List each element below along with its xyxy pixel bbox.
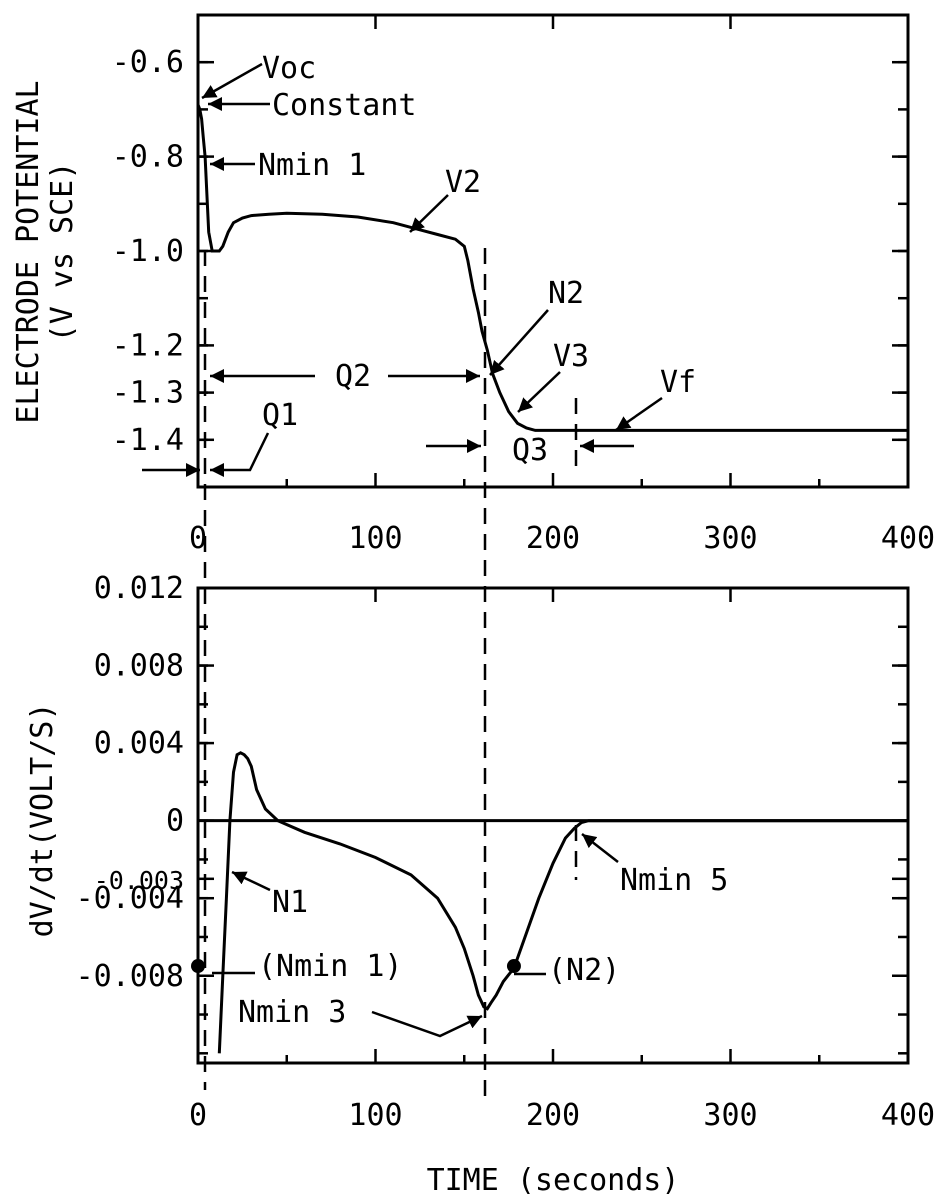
arrow-v3 xyxy=(517,371,561,413)
arrow-n1 xyxy=(231,870,271,892)
bottom-derivative-curve xyxy=(217,751,908,1054)
annotation-n1: N1 xyxy=(272,885,308,920)
bottom-y-axis-label: dV/dt(VOLT/S) xyxy=(25,703,60,938)
bottom-y-tick-labels: 0.012 0.008 0.004 0 -0.003-0.004 -0.008 xyxy=(76,571,184,994)
x-tick-label: 400 xyxy=(881,1098,935,1133)
y-tick-label: -0.004 xyxy=(76,881,184,916)
top-y-axis-label-line2: (V vs SCE) xyxy=(45,162,80,343)
x-tick-label: 100 xyxy=(348,1098,402,1133)
annotation-nmin3: Nmin 3 xyxy=(238,995,346,1030)
y-tick-label: 0.012 xyxy=(94,571,184,606)
annotation-n2: N2 xyxy=(548,276,584,311)
y-tick-label: -0.8 xyxy=(112,140,184,175)
arrow-n2 xyxy=(489,309,549,376)
x-tick-label: 0 xyxy=(189,1098,207,1133)
bottom-x-axis-label: TIME (seconds) xyxy=(427,1163,680,1198)
annotation-v3: V3 xyxy=(553,339,589,374)
x-tick-label: 400 xyxy=(881,521,935,556)
bottom-x-tick-labels: 0 100 200 300 400 xyxy=(189,1098,935,1133)
top-tick-marks xyxy=(196,13,910,489)
arrow-v2 xyxy=(409,194,449,233)
annotation-nmin1: Nmin 1 xyxy=(258,148,366,183)
point-label-nmin1: (Nmin 1) xyxy=(258,949,403,984)
top-y-tick-labels: -0.6 -0.8 -1.0 -1.2 -1.3 -1.4 xyxy=(112,45,184,458)
y-tick-label: -1.0 xyxy=(112,234,184,269)
annotation-vf: Vf xyxy=(660,365,696,400)
y-tick-label: -0.003 xyxy=(94,866,184,895)
bottom-marked-points xyxy=(191,959,521,974)
x-tick-label: 200 xyxy=(526,521,580,556)
arrow-nmin5 xyxy=(581,833,619,863)
y-tick-label: -1.4 xyxy=(112,423,184,458)
arrow-vf xyxy=(615,396,663,432)
x-tick-label: 300 xyxy=(703,521,757,556)
annotation-q3: Q3 xyxy=(512,433,548,468)
point-label-n2: (N2) xyxy=(548,953,620,988)
top-x-tick-labels: 0 100 200 300 400 xyxy=(189,521,935,556)
marked-point xyxy=(191,959,205,974)
bottom-tick-marks xyxy=(196,586,910,1063)
bottom-panel: 0 100 200 300 400 0.0120.0080.0040-0.003-0.0… xyxy=(25,571,935,1198)
y-tick-label: 0 xyxy=(166,804,184,839)
x-tick-label: 300 xyxy=(703,1098,757,1133)
bottom-plot-frame xyxy=(196,586,910,1065)
y-tick-label: -0.008 xyxy=(76,959,184,994)
y-tick-label: -1.3 xyxy=(112,376,184,411)
arrow-nmin3 xyxy=(371,1010,483,1038)
y-tick-label: 0.004 xyxy=(94,726,184,761)
annotation-voc: Voc xyxy=(262,51,316,86)
y-tick-label: -1.2 xyxy=(112,328,184,363)
top-panel: 0 100 200 300 400 -0.6 -0.8 -1.0 -1.2 -1.3 -1.4 E… xyxy=(11,13,935,1100)
annotation-nmin5: Nmin 5 xyxy=(620,863,728,898)
x-tick-label: 0 xyxy=(189,521,207,556)
annotation-v2: V2 xyxy=(445,165,481,200)
x-tick-label: 100 xyxy=(348,521,402,556)
annotation-q1: Q1 xyxy=(262,398,298,433)
x-tick-label: 200 xyxy=(526,1098,580,1133)
annotation-constant: Constant xyxy=(272,88,417,123)
top-y-axis-label-line1: ELECTRODE POTENTIAL xyxy=(11,80,46,423)
y-tick-label: 0.008 xyxy=(94,649,184,684)
marked-point xyxy=(506,959,521,974)
annotation-q2: Q2 xyxy=(335,359,371,394)
arrow-q1-right xyxy=(210,432,270,477)
arrow-voc xyxy=(201,62,263,100)
y-tick-label: -0.6 xyxy=(112,45,184,80)
